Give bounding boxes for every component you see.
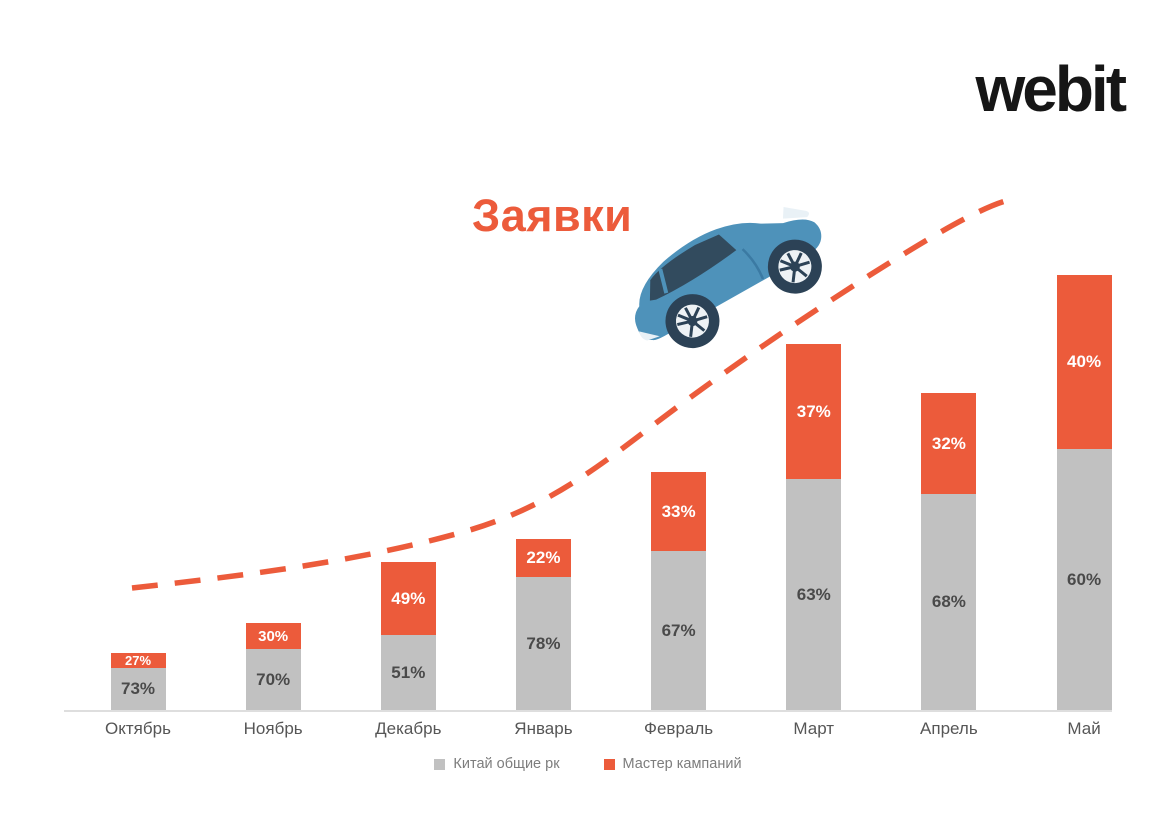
car-window-glass xyxy=(649,234,737,301)
bar-segment-master-campaign: 40% xyxy=(1056,275,1112,449)
chart-title: Заявки xyxy=(472,190,633,241)
bar-column: 33% 67% xyxy=(651,472,707,710)
bar-segment-china-general: 67% xyxy=(651,551,707,710)
bar-segment-china-general: 60% xyxy=(1056,449,1112,710)
car-windshield xyxy=(782,206,809,219)
bar-segment-china-general: 63% xyxy=(786,479,842,710)
legend-swatch-icon xyxy=(434,758,446,770)
legend-label: Мастер кампаний xyxy=(622,756,742,772)
bar-segment-master-campaign: 49% xyxy=(380,562,436,635)
car-rear-bumper-highlight xyxy=(639,331,660,341)
bar-segment-master-campaign: 32% xyxy=(921,393,977,494)
car-door-line xyxy=(741,248,765,280)
bar-segment-master-campaign: 27% xyxy=(110,653,166,668)
bar-segment-master-campaign: 30% xyxy=(245,623,301,649)
x-axis-label: Февраль xyxy=(644,719,714,738)
car-rear-wheel-icon xyxy=(665,294,720,349)
bar-segment-china-general: 73% xyxy=(110,668,166,710)
car-body-shape xyxy=(635,219,822,341)
bar-column: 37% 63% xyxy=(786,344,842,710)
legend: Китай общие рк Мастер кампаний xyxy=(0,756,1176,772)
x-axis-line xyxy=(64,710,1112,712)
trend-path xyxy=(131,196,1015,591)
bar-column: 32% 68% xyxy=(921,393,977,710)
x-axis-label: Май xyxy=(1067,719,1101,738)
legend-item: Китай общие рк xyxy=(434,756,560,772)
bar-column: 27% 73% xyxy=(110,653,166,710)
bar-column: 40% 60% xyxy=(1056,275,1112,710)
x-axis-label: Январь xyxy=(514,719,573,738)
legend-swatch-icon xyxy=(603,758,615,770)
x-axis-label: Ноябрь xyxy=(243,719,303,738)
bar-segment-china-general: 78% xyxy=(515,577,571,710)
x-axis-label: Март xyxy=(793,719,835,738)
x-axis-label: Апрель xyxy=(920,719,978,738)
bar-segment-master-campaign: 33% xyxy=(651,472,707,551)
bar-column: 22% 78% xyxy=(515,539,571,710)
logo-webit: webit xyxy=(975,53,1127,125)
car-front-wheel-icon xyxy=(767,239,822,294)
bar-segment-master-campaign: 22% xyxy=(515,539,571,577)
car-icon xyxy=(635,206,822,349)
bar-segment-china-general: 51% xyxy=(380,635,436,710)
car-window-pillar xyxy=(658,268,669,294)
x-axis-label: Октябрь xyxy=(105,719,171,738)
bar-segment-china-general: 70% xyxy=(245,649,301,710)
bar-segment-master-campaign: 37% xyxy=(786,344,842,479)
legend-item: Мастер кампаний xyxy=(603,756,742,772)
legend-label: Китай общие рк xyxy=(453,756,560,772)
bar-segment-china-general: 68% xyxy=(921,494,977,710)
bar-column: 30% 70% xyxy=(245,623,301,710)
x-axis-label: Декабрь xyxy=(375,719,442,738)
bar-column: 49% 51% xyxy=(380,562,436,710)
